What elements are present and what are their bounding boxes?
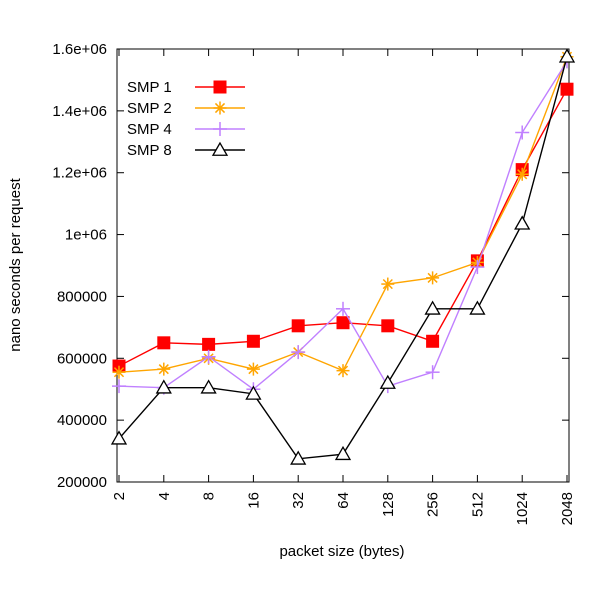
marker-stroke	[248, 364, 259, 375]
marker-stroke	[158, 364, 169, 375]
data-point	[245, 385, 262, 400]
data-point	[110, 430, 128, 445]
x-tick-label: 512	[469, 492, 486, 517]
x-tick-label: 128	[380, 492, 397, 517]
data-point	[336, 301, 350, 316]
data-point	[213, 80, 227, 94]
data-point	[425, 365, 440, 380]
marker-stroke	[517, 169, 528, 180]
marker-stroke	[337, 365, 349, 376]
x-tick-label: 16	[245, 492, 262, 509]
data-point	[246, 334, 260, 348]
data-point	[290, 450, 307, 465]
data-point	[213, 122, 227, 136]
data-point	[558, 48, 576, 63]
x-tick-label: 32	[290, 492, 307, 509]
series-smp-8	[110, 48, 576, 465]
data-point	[426, 271, 440, 285]
data-point	[201, 349, 216, 364]
x-tick-label: 256	[425, 492, 442, 517]
legend-label: SMP 8	[127, 142, 172, 159]
series-smp-4	[112, 54, 574, 397]
legend-label: SMP 1	[127, 79, 172, 96]
data-point	[213, 101, 227, 115]
data-point	[112, 365, 126, 379]
y-tick-label: 1.4e+06	[52, 103, 107, 120]
data-point	[514, 215, 531, 230]
marker-stroke	[214, 102, 226, 114]
x-axis: 2 4 8 16 32 64 128 256 512 1024 2048	[111, 49, 576, 525]
y-tick-label: 600000	[57, 350, 107, 367]
data-point	[560, 82, 574, 96]
y-tick-label: 400000	[57, 412, 107, 429]
data-point	[381, 277, 395, 291]
data-point	[379, 374, 396, 389]
y-tick-label: 1.6e+06	[52, 41, 107, 58]
data-point	[470, 260, 485, 275]
x-tick-label: 64	[335, 492, 352, 509]
x-tick-label: 2	[111, 492, 128, 500]
y-tick-label: 1.2e+06	[52, 165, 107, 182]
data-point	[291, 345, 306, 360]
legend: SMP 1 SMP 2 SMP 4 SMP 8	[127, 79, 245, 159]
data-point	[381, 319, 395, 333]
marker-stroke	[427, 272, 438, 283]
data-point	[211, 141, 229, 156]
marker-stroke	[113, 367, 125, 378]
plot-frame	[116, 48, 570, 483]
series-smp-1	[112, 82, 574, 373]
y-axis: 200000 400000 600000 800000 1e+06 1.2e+06 1.4e…	[52, 41, 569, 491]
data-point	[515, 125, 530, 140]
x-axis-title: packet size (bytes)	[279, 543, 404, 560]
data-point	[469, 300, 486, 315]
data-point	[426, 334, 440, 348]
data-point	[246, 362, 260, 376]
x-tick-label: 8	[201, 492, 218, 500]
series-line	[118, 56, 568, 460]
x-tick-label: 2048	[559, 492, 576, 525]
data-point	[515, 167, 529, 181]
data-point	[291, 319, 305, 333]
data-point	[112, 379, 126, 394]
series-line	[118, 60, 568, 391]
series-smp-2	[112, 50, 574, 379]
y-tick-label: 800000	[57, 288, 107, 305]
x-tick-label: 4	[156, 492, 173, 500]
data-point	[336, 364, 350, 378]
legend-label: SMP 4	[127, 121, 172, 138]
data-point	[202, 337, 216, 351]
y-tick-label: 1e+06	[65, 227, 107, 244]
data-point	[200, 379, 217, 394]
data-point	[424, 300, 441, 315]
x-tick-label: 1024	[514, 492, 531, 525]
series-layer	[110, 48, 576, 465]
data-point	[334, 445, 352, 461]
data-point	[155, 379, 172, 394]
data-point	[157, 336, 171, 350]
y-axis-title: nano seconds per request	[7, 177, 24, 351]
legend-label: SMP 2	[127, 100, 172, 117]
data-point	[336, 316, 350, 330]
data-point	[157, 362, 171, 376]
y-tick-label: 200000	[57, 474, 107, 491]
marker-stroke	[382, 278, 393, 290]
